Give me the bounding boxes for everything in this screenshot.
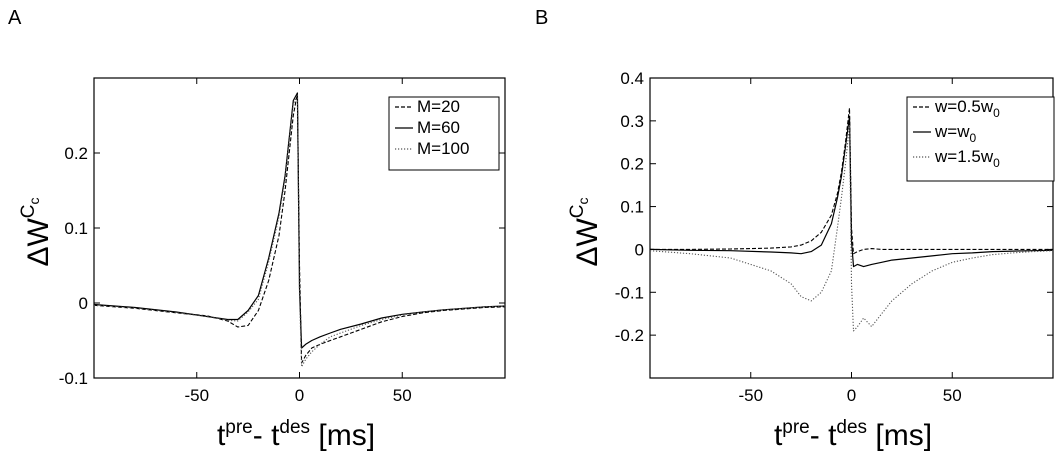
x-tick-label: 50 — [393, 386, 412, 405]
y-tick-label: 0.2 — [64, 144, 88, 163]
x-tick-label: 50 — [943, 386, 962, 405]
y-tick-label: 0.1 — [620, 198, 644, 217]
x-tick-label: 0 — [847, 386, 856, 405]
x-axis-title: tpre- tdes [ms] — [774, 417, 932, 452]
legend: M=20 M=60 M=100 — [388, 96, 500, 171]
y-tick-label: 0.2 — [620, 155, 644, 174]
series-line-1 — [650, 107, 1053, 255]
series-line-3 — [93, 93, 506, 368]
chart-panel-b: -0.2 -0.1 0 0.1 0.2 0.3 0.4 -50 0 50 w=0.5w0w=w0w=… — [567, 69, 1055, 452]
y-tick-label: 0.1 — [64, 219, 88, 238]
y-tick-label: -0.2 — [615, 326, 644, 345]
panel-a-letter: A — [8, 7, 22, 29]
x-tick-label: 0 — [295, 386, 304, 405]
legend-label-1: w=0.5w0 — [934, 97, 1000, 120]
x-axis-title: tpre- tdes [ms] — [217, 417, 375, 452]
chart-panel-a: -0.1 0 0.1 0.2 -50 0 50 M=20 M=60 M=100 tpre- tdes… — [18, 77, 506, 452]
legend-label-1: M=20 — [417, 97, 460, 116]
legend-box — [906, 96, 1055, 182]
series-line-3 — [649, 124, 1054, 332]
legend-label-3: M=100 — [417, 139, 469, 158]
legend-label-2: M=60 — [417, 118, 460, 137]
x-tick-label: -50 — [184, 386, 209, 405]
y-tick-label: -0.1 — [615, 283, 644, 302]
legend-label-2: w=w0 — [934, 122, 976, 145]
legend-label-3: w=1.5w0 — [934, 147, 1000, 170]
y-tick-label: -0.1 — [59, 369, 88, 388]
legend-box — [388, 96, 500, 171]
y-tick-label: 0.3 — [620, 112, 644, 131]
y-axis-title: ΔWCc — [18, 197, 55, 266]
series-line-2 — [649, 115, 1054, 268]
y-tick-label: 0.4 — [620, 69, 644, 88]
y-tick-label: 0 — [635, 240, 644, 259]
series-line-1 — [93, 92, 506, 364]
y-tick-label: 0 — [79, 294, 88, 313]
x-tick-label: -50 — [738, 386, 763, 405]
y-axis-title: ΔWCc — [567, 197, 604, 266]
panel-b-letter: B — [535, 7, 549, 29]
